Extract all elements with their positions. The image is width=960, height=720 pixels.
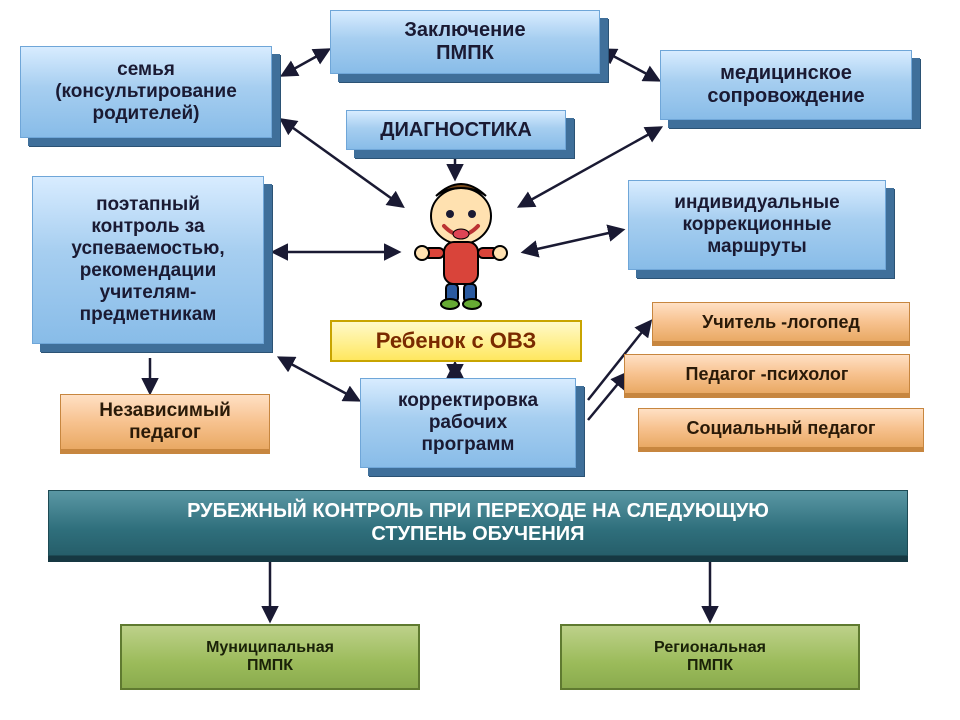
node-adjust: корректировкарабочихпрограмм — [360, 378, 576, 468]
node-family-label: семья(консультированиеродителей) — [55, 59, 237, 125]
node-psych-label: Педагог -психолог — [686, 364, 849, 385]
node-municipal-label: МуниципальнаяПМПК — [206, 639, 334, 676]
node-family: семья(консультированиеродителей) — [20, 46, 272, 138]
node-social: Социальный педагог — [638, 408, 924, 448]
child-icon — [406, 178, 516, 308]
node-logoped-label: Учитель -логопед — [702, 312, 860, 333]
node-diagnostics-label: ДИАГНОСТИКА — [380, 119, 532, 142]
node-logoped: Учитель -логопед — [652, 302, 910, 342]
node-center-label: Ребенок с ОВЗ — [330, 320, 582, 362]
node-center-label-text: Ребенок с ОВЗ — [376, 328, 537, 353]
node-conclusion-label: ЗаключениеПМПК — [404, 19, 525, 65]
node-control-label: поэтапныйконтроль зауспеваемостью,рекоме… — [71, 194, 224, 325]
node-indep-label: Независимыйпедагог — [99, 400, 231, 444]
node-social-label: Социальный педагог — [686, 418, 875, 439]
node-routes: индивидуальныекоррекционныемаршруты — [628, 180, 886, 270]
node-indep: Независимыйпедагог — [60, 394, 270, 450]
diagram-stage: ЗаключениеПМПК семья(консультированиерод… — [0, 0, 960, 720]
node-conclusion: ЗаключениеПМПК — [330, 10, 600, 74]
node-municipal: МуниципальнаяПМПК — [120, 624, 420, 690]
node-control: поэтапныйконтроль зауспеваемостью,рекоме… — [32, 176, 264, 344]
node-medical-label: медицинскоесопровождение — [707, 62, 864, 108]
node-milestone: РУБЕЖНЫЙ КОНТРОЛЬ ПРИ ПЕРЕХОДЕ НА СЛЕДУЮ… — [48, 490, 908, 556]
node-medical: медицинскоесопровождение — [660, 50, 912, 120]
node-adjust-label: корректировкарабочихпрограмм — [398, 390, 538, 456]
node-psych: Педагог -психолог — [624, 354, 910, 394]
node-milestone-label: РУБЕЖНЫЙ КОНТРОЛЬ ПРИ ПЕРЕХОДЕ НА СЛЕДУЮ… — [187, 500, 769, 546]
node-diagnostics: ДИАГНОСТИКА — [346, 110, 566, 150]
node-regional-label: РегиональнаяПМПК — [654, 639, 766, 676]
node-regional: РегиональнаяПМПК — [560, 624, 860, 690]
node-routes-label: индивидуальныекоррекционныемаршруты — [674, 192, 839, 258]
